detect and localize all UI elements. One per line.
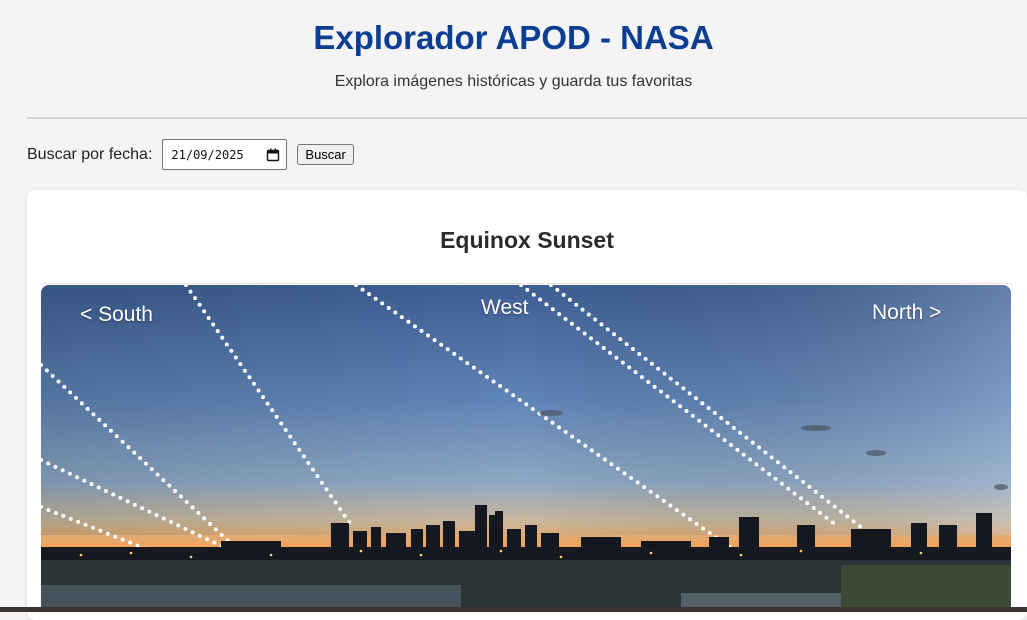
apod-photo — [41, 285, 1011, 612]
page-subtitle: Explora imágenes históricas y guarda tus… — [334, 73, 693, 90]
header-divider — [27, 117, 1027, 119]
apod-card: Equinox Sunset — [27, 190, 1027, 620]
card-divider — [41, 283, 1013, 284]
date-value: 21/09/2025 — [171, 147, 244, 162]
apod-image: < South West North > — [41, 285, 1011, 612]
calendar-icon[interactable] — [266, 148, 280, 162]
date-search-bar: Buscar por fecha: 21/09/2025 Buscar — [27, 139, 354, 170]
taskbar-edge — [0, 607, 1027, 612]
image-label-west: West — [481, 296, 529, 319]
search-button[interactable]: Buscar — [297, 144, 354, 165]
image-label-south: < South — [80, 303, 153, 326]
page-title: Explorador APOD - NASA — [313, 19, 714, 56]
page-header: Explorador APOD - NASA Explora imágenes … — [0, 0, 1027, 92]
apod-title: Equinox Sunset — [440, 227, 614, 253]
image-label-north: North > — [872, 301, 942, 324]
date-search-label: Buscar por fecha: — [27, 145, 153, 163]
date-input[interactable]: 21/09/2025 — [162, 139, 288, 170]
